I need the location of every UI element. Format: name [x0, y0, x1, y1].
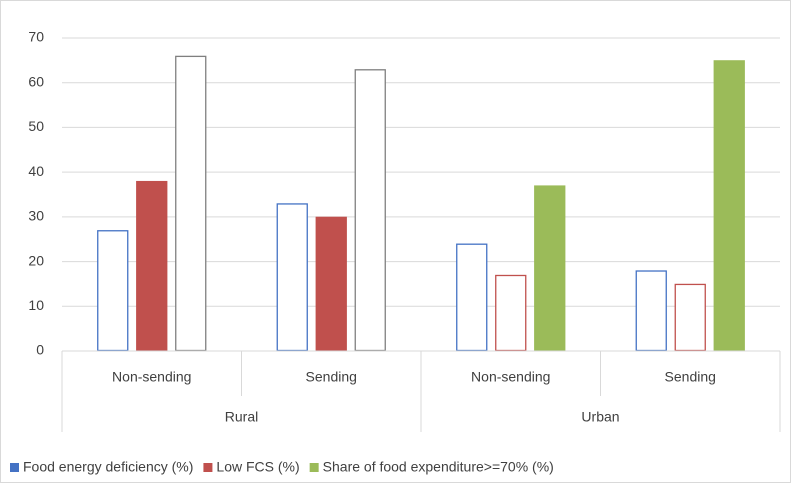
- x-tick-label: Non-sending: [471, 369, 550, 385]
- bar: [97, 230, 129, 352]
- y-tick-label: 60: [28, 73, 44, 89]
- legend-label: Share of food expenditure>=70% (%): [323, 459, 554, 475]
- legend-swatch: [10, 463, 19, 472]
- bar: [534, 185, 566, 352]
- y-tick-label: 40: [28, 163, 44, 179]
- y-tick-label: 20: [28, 252, 44, 268]
- bar: [354, 69, 386, 352]
- legend-label: Low FCS (%): [216, 459, 299, 475]
- legend-swatch: [309, 463, 319, 472]
- y-tick-label: 70: [28, 29, 44, 45]
- x-tick-label: Sending: [665, 369, 716, 385]
- y-tick-label: 10: [28, 297, 44, 313]
- legend-label: Food energy deficiency (%): [23, 459, 193, 475]
- legend-swatch: [203, 463, 213, 472]
- y-tick-label: 50: [28, 118, 44, 134]
- x-tick-label: Non-sending: [112, 369, 191, 385]
- bar: [276, 203, 308, 352]
- y-tick-label: 30: [28, 208, 44, 224]
- y-tick-label: 0: [36, 342, 44, 358]
- bar: [713, 60, 745, 352]
- x-tick-label: Sending: [306, 369, 357, 385]
- bar: [456, 243, 488, 352]
- bar: [495, 274, 527, 352]
- group-label: Urban: [581, 409, 619, 425]
- group-label: Rural: [225, 409, 258, 425]
- bar: [674, 283, 706, 352]
- bar: [136, 180, 168, 352]
- bar: [175, 55, 207, 352]
- bar: [635, 270, 667, 352]
- bar: [315, 216, 347, 352]
